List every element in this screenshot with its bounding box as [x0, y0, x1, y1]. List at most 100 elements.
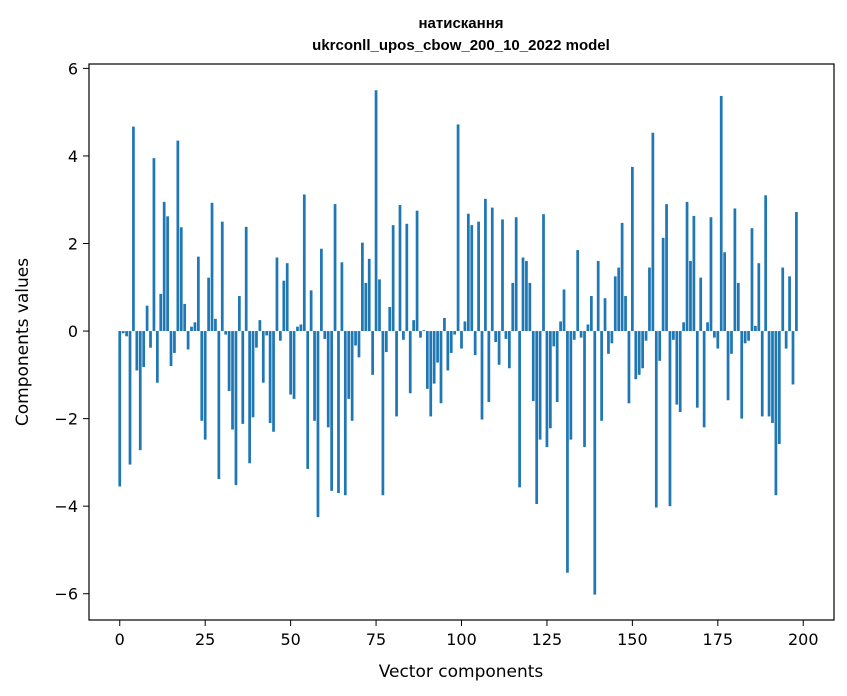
bar-108 — [487, 331, 491, 402]
bar-24 — [200, 331, 204, 421]
bar-180 — [733, 208, 737, 332]
bar-152 — [637, 331, 641, 375]
bar-139 — [593, 331, 597, 595]
bar-71 — [361, 242, 364, 332]
bar-105 — [477, 221, 480, 332]
bar-140 — [596, 261, 600, 332]
bar-31 — [224, 331, 228, 335]
bar-121 — [531, 331, 535, 402]
bar-2 — [125, 331, 128, 337]
bar-74 — [371, 331, 375, 375]
bar-19 — [183, 303, 187, 332]
bar-63 — [333, 204, 337, 332]
y-tick-label: 2 — [68, 234, 78, 253]
bar-185 — [750, 228, 754, 332]
bar-167 — [689, 261, 692, 332]
bar-119 — [525, 261, 528, 332]
bar-107 — [484, 198, 487, 332]
bar-112 — [501, 219, 504, 332]
y-axis-ticks: −6 −4 −2 0 2 4 6 — [54, 59, 89, 604]
bar-99 — [456, 124, 460, 332]
bar-13 — [162, 201, 166, 332]
bar-170 — [699, 277, 703, 332]
bar-148 — [624, 296, 627, 332]
bar-86 — [412, 320, 416, 332]
bar-183 — [743, 331, 747, 344]
bar-149 — [627, 331, 631, 404]
x-tick-label: 75 — [366, 630, 386, 649]
x-tick-label: 50 — [280, 630, 300, 649]
bar-14 — [166, 216, 169, 332]
bar-168 — [692, 215, 696, 332]
bar-70 — [357, 331, 361, 358]
bar-176 — [719, 95, 723, 332]
bar-6 — [138, 331, 142, 451]
bar-1 — [121, 331, 125, 334]
bar-73 — [367, 258, 371, 332]
bar-29 — [217, 331, 221, 480]
bar-76 — [378, 279, 381, 332]
bar-64 — [337, 331, 340, 494]
bar-141 — [600, 331, 603, 421]
bar-163 — [675, 331, 679, 405]
bar-196 — [788, 276, 791, 332]
bar-179 — [730, 331, 733, 354]
bar-0 — [118, 331, 122, 487]
bar-33 — [231, 331, 234, 430]
bar-49 — [285, 263, 289, 332]
bar-4 — [132, 126, 135, 332]
bar-102 — [466, 213, 470, 332]
x-tick-label: 25 — [195, 630, 215, 649]
bar-171 — [702, 331, 706, 428]
bar-103 — [470, 225, 474, 332]
bar-25 — [203, 331, 207, 440]
bar-21 — [190, 326, 193, 332]
bar-178 — [726, 331, 730, 401]
bar-197 — [791, 331, 795, 385]
bar-72 — [364, 282, 368, 332]
bar-134 — [576, 250, 580, 332]
bar-65 — [340, 262, 344, 332]
bar-156 — [651, 132, 655, 332]
bar-100 — [460, 331, 463, 349]
bar-20 — [186, 331, 190, 350]
bar-54 — [302, 194, 306, 332]
bar-111 — [497, 331, 501, 365]
bar-159 — [661, 237, 665, 332]
bar-40 — [255, 331, 258, 348]
bar-96 — [446, 331, 450, 371]
bar-145 — [613, 276, 617, 332]
y-axis-label: Components values — [13, 258, 33, 426]
bar-151 — [634, 331, 638, 380]
bar-98 — [453, 331, 457, 335]
bar-89 — [422, 330, 426, 332]
bar-78 — [384, 331, 388, 353]
bar-123 — [538, 331, 542, 440]
x-tick-label: 100 — [446, 630, 477, 649]
bar-15 — [169, 331, 173, 367]
bar-84 — [405, 223, 409, 332]
bar-18 — [179, 227, 183, 332]
bar-series — [118, 90, 798, 595]
y-tick-label: 6 — [68, 59, 78, 78]
bar-181 — [736, 282, 740, 332]
bar-158 — [658, 331, 662, 361]
x-tick-label: 0 — [115, 630, 125, 649]
bar-120 — [528, 282, 532, 332]
bar-3 — [128, 331, 132, 465]
y-tick-label: 4 — [68, 147, 78, 166]
bar-154 — [644, 331, 648, 341]
bar-130 — [562, 289, 566, 332]
bar-144 — [610, 331, 614, 344]
bar-94 — [439, 331, 443, 404]
bar-177 — [723, 252, 727, 332]
bar-38 — [248, 331, 251, 464]
bar-118 — [521, 257, 525, 332]
bar-114 — [507, 331, 511, 369]
bar-174 — [713, 331, 716, 338]
bar-82 — [398, 204, 402, 332]
bar-113 — [504, 331, 508, 339]
bar-51 — [292, 331, 296, 399]
bar-58 — [316, 331, 320, 518]
